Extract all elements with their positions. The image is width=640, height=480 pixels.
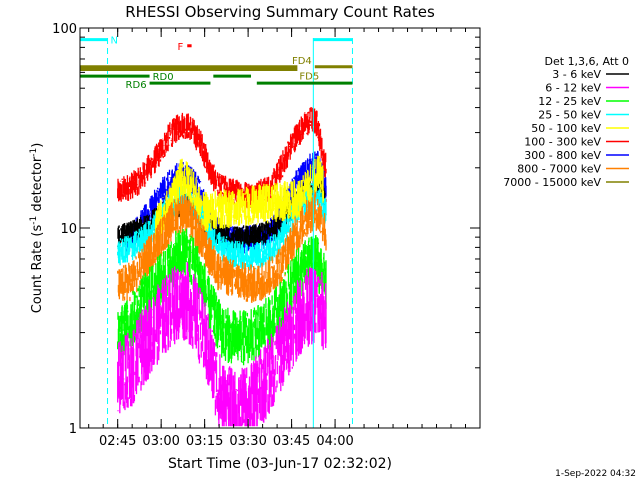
y-axis-label-sup2: -1 [29,148,39,157]
flag-label-rd0: RD0 [153,72,174,83]
legend-label-2: 12 - 25 keV [538,95,601,108]
y-axis-label-main: Count Rate (s [30,225,45,314]
date-stamp: 1-Sep-2022 04:32 [555,469,636,479]
flag-label-n: N [111,36,118,47]
y-axis-label-tail: detector [30,156,45,216]
legend-label-6: 300 - 800 keV [524,149,601,162]
x-axis-label: Start Time (03-Jun-17 02:32:02) [168,456,392,472]
legend-label-5: 100 - 300 keV [524,136,601,149]
legend-label-4: 50 - 100 keV [531,122,601,135]
legend-label-7: 800 - 7000 keV [517,163,601,176]
legend-header: Det 1,3,6, Att 0 [545,55,629,68]
series-layer [117,107,327,427]
axes-layer: 02:45 03:00 03:15 03:30 03:45 04:00 1 10 100 [52,22,481,449]
x-tick-label-0: 02:45 [99,434,136,449]
flag-label-fd5: FD5 [299,72,319,83]
x-tick-label-2: 03:15 [186,434,223,449]
flag-label-f: F [177,42,183,53]
y-axis-label-end: ) [30,143,45,148]
flag-label-fd4: FD4 [292,56,312,67]
series-trace-5 [117,190,327,303]
series-trace-7 [117,262,327,427]
y-axis-label-sup: -1 [29,216,39,225]
legend-label-1: 6 - 12 keV [545,82,601,95]
x-tick-label-3: 03:30 [229,434,266,449]
y-tick-label-2: 100 [52,22,77,37]
legend-label-0: 3 - 6 keV [552,68,601,81]
x-tick-label-1: 03:00 [142,434,179,449]
flag-label-rd6: RD6 [126,80,147,91]
legend-label-3: 25 - 50 keV [538,109,601,122]
x-tick-label-5: 04:00 [316,434,353,449]
legend-label-8: 7000 - 15000 keV [503,176,601,189]
y-axis-label: Count Rate (s-1 detector-1) [29,143,45,314]
y-tick-label-0: 1 [69,422,77,437]
y-tick-label-1: 10 [60,222,77,237]
chart-title: RHESSI Observing Summary Count Rates [125,3,435,21]
x-tick-label-4: 03:45 [273,434,310,449]
